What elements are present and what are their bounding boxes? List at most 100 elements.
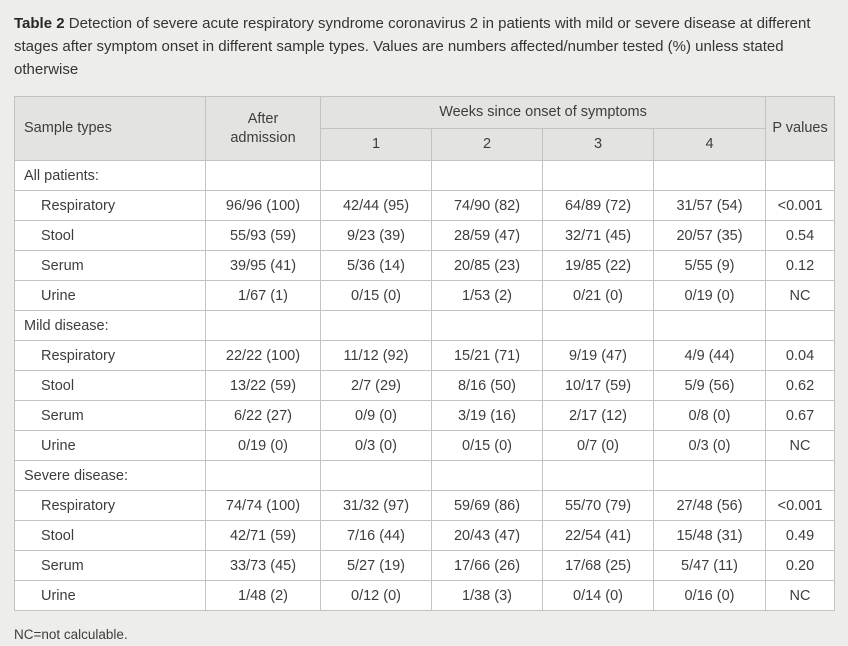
sample-type-cell: Urine	[14, 580, 206, 611]
week-3-cell: 64/89 (72)	[542, 190, 654, 221]
sample-type-cell: Stool	[14, 220, 206, 251]
sample-row: Respiratory 74/74 (100) 31/32 (97) 59/69 (8…	[14, 490, 836, 521]
week-3-cell: 0/21 (0)	[542, 280, 654, 311]
week-4-cell: 0/3 (0)	[652, 430, 767, 461]
week-1-cell: 5/36 (14)	[320, 250, 432, 281]
week-1-cell: 2/7 (29)	[320, 370, 432, 401]
week-3-cell: 9/19 (47)	[542, 340, 654, 371]
after-admission-cell: 55/93 (59)	[205, 220, 321, 251]
table-footnote: NC=not calculable.	[14, 627, 128, 642]
empty-cell	[205, 160, 321, 191]
empty-cell	[320, 160, 432, 191]
week-4-cell: 5/47 (11)	[652, 550, 767, 581]
week-1-cell: 31/32 (97)	[320, 490, 432, 521]
week-2-cell: 8/16 (50)	[431, 370, 543, 401]
empty-cell	[765, 460, 836, 491]
week-3-cell: 22/54 (41)	[542, 520, 654, 551]
week-3-cell: 0/14 (0)	[542, 580, 654, 611]
after-admission-cell: 1/48 (2)	[205, 580, 321, 611]
week-1-cell: 9/23 (39)	[320, 220, 432, 251]
week-2-cell: 28/59 (47)	[431, 220, 543, 251]
week-2-cell: 1/53 (2)	[431, 280, 543, 311]
week-2-cell: 15/21 (71)	[431, 340, 543, 371]
week-1-cell: 42/44 (95)	[320, 190, 432, 221]
week-1-cell: 0/12 (0)	[320, 580, 432, 611]
col-header-week-4: 4	[652, 128, 767, 161]
p-value-cell: 0.20	[765, 550, 836, 581]
week-4-cell: 5/9 (56)	[652, 370, 767, 401]
empty-cell	[320, 310, 432, 341]
week-2-cell: 59/69 (86)	[431, 490, 543, 521]
week-4-cell: 0/8 (0)	[652, 400, 767, 431]
p-value-cell: 0.49	[765, 520, 836, 551]
sample-row: Stool 13/22 (59) 2/7 (29) 8/16 (50) 10/17 (5…	[14, 370, 836, 401]
week-1-cell: 5/27 (19)	[320, 550, 432, 581]
after-admission-cell: 96/96 (100)	[205, 190, 321, 221]
after-admission-cell: 22/22 (100)	[205, 340, 321, 371]
col-header-week-1: 1	[320, 128, 432, 161]
after-admission-cell: 74/74 (100)	[205, 490, 321, 521]
week-3-cell: 10/17 (59)	[542, 370, 654, 401]
sample-type-cell: Respiratory	[14, 490, 206, 521]
week-4-cell: 5/55 (9)	[652, 250, 767, 281]
table-body: All patients: Respiratory 96/96 (100) 42/44…	[14, 160, 836, 611]
table-caption-text: Detection of severe acute respiratory sy…	[14, 15, 811, 78]
table-caption-label: Table 2	[14, 15, 65, 32]
empty-cell	[205, 310, 321, 341]
after-admission-cell: 13/22 (59)	[205, 370, 321, 401]
sample-row: Serum 6/22 (27) 0/9 (0) 3/19 (16) 2/17 (12) 0…	[14, 400, 836, 431]
group-label-cell: Severe disease:	[14, 460, 206, 491]
sample-type-cell: Urine	[14, 430, 206, 461]
week-4-cell: 0/19 (0)	[652, 280, 767, 311]
sample-row: Respiratory 96/96 (100) 42/44 (95) 74/90 (8…	[14, 190, 836, 221]
week-4-cell: 31/57 (54)	[652, 190, 767, 221]
p-value-cell: NC	[765, 280, 836, 311]
week-2-cell: 20/43 (47)	[431, 520, 543, 551]
p-value-cell: 0.04	[765, 340, 836, 371]
empty-cell	[652, 310, 767, 341]
after-admission-cell: 1/67 (1)	[205, 280, 321, 311]
sample-type-cell: Urine	[14, 280, 206, 311]
col-header-sample-types: Sample types	[14, 96, 206, 161]
sample-row: Urine 1/48 (2) 0/12 (0) 1/38 (3) 0/14 (0) 0/1…	[14, 580, 836, 611]
col-header-weeks-group: Weeks since onset of symptoms	[319, 96, 767, 129]
p-value-cell: 0.54	[765, 220, 836, 251]
empty-cell	[542, 460, 654, 491]
sample-type-cell: Serum	[14, 250, 206, 281]
results-table: Sample types After admission Weeks since…	[14, 96, 836, 611]
empty-cell	[542, 160, 654, 191]
after-admission-cell: 42/71 (59)	[205, 520, 321, 551]
sample-row: Respiratory 22/22 (100) 11/12 (92) 15/21 (7…	[14, 340, 836, 371]
p-value-cell: NC	[765, 580, 836, 611]
week-1-cell: 0/9 (0)	[320, 400, 432, 431]
p-value-cell: 0.67	[765, 400, 836, 431]
sample-type-cell: Stool	[14, 370, 206, 401]
sample-row: Urine 0/19 (0) 0/3 (0) 0/15 (0) 0/7 (0) 0/3 (…	[14, 430, 836, 461]
empty-cell	[765, 310, 836, 341]
after-admission-cell: 0/19 (0)	[205, 430, 321, 461]
col-header-week-2: 2	[431, 128, 543, 161]
week-2-cell: 0/15 (0)	[431, 430, 543, 461]
week-2-cell: 3/19 (16)	[431, 400, 543, 431]
group-label-cell: Mild disease:	[14, 310, 206, 341]
p-value-cell: <0.001	[765, 190, 836, 221]
week-2-cell: 1/38 (3)	[431, 580, 543, 611]
week-4-cell: 27/48 (56)	[652, 490, 767, 521]
week-4-cell: 15/48 (31)	[652, 520, 767, 551]
table-header: Sample types After admission Weeks since…	[14, 96, 836, 161]
empty-cell	[765, 160, 836, 191]
sample-row: Stool 42/71 (59) 7/16 (44) 20/43 (47) 22/54 …	[14, 520, 836, 551]
header-row-1: Sample types After admission Weeks since…	[14, 96, 836, 161]
week-3-cell: 19/85 (22)	[542, 250, 654, 281]
group-row: All patients:	[14, 160, 836, 191]
empty-cell	[320, 460, 432, 491]
empty-cell	[205, 460, 321, 491]
week-2-cell: 74/90 (82)	[431, 190, 543, 221]
after-admission-cell: 33/73 (45)	[205, 550, 321, 581]
sample-type-cell: Serum	[14, 550, 206, 581]
p-value-cell: NC	[765, 430, 836, 461]
sample-row: Serum 33/73 (45) 5/27 (19) 17/66 (26) 17/68 …	[14, 550, 836, 581]
col-header-p-values: P values	[765, 96, 836, 161]
empty-cell	[652, 460, 767, 491]
